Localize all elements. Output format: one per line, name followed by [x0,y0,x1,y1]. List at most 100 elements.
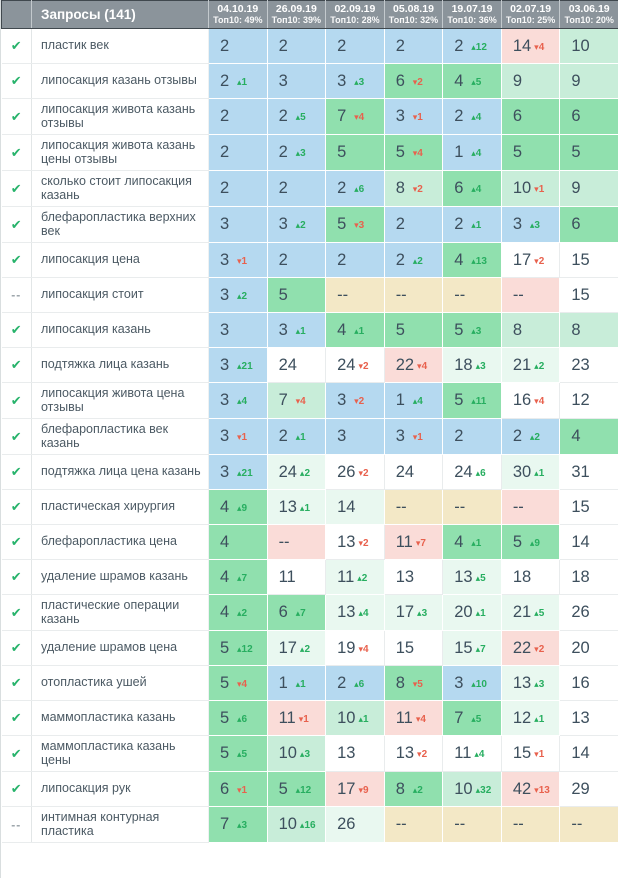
position-cell[interactable]: 2 ▴12 [442,28,502,64]
position-cell[interactable]: 5 ▴3 [442,312,502,348]
query-label[interactable]: липосакция живота цена отзывы [31,382,209,419]
position-cell[interactable]: -- [325,277,385,313]
position-cell[interactable]: 10 ▾1 [501,170,561,207]
position-cell[interactable]: -- [442,277,502,313]
position-cell[interactable]: 16 ▾4 [501,382,561,419]
position-cell[interactable]: 17 ▾2 [501,242,561,278]
query-label[interactable]: липосакция стоит [31,277,209,313]
position-cell[interactable]: 2 ▴2 [384,242,444,278]
position-cell[interactable]: -- [442,489,502,525]
position-cell[interactable]: -- [559,806,618,843]
query-label[interactable]: пластические операции казань [31,594,209,631]
position-cell[interactable]: 13 ▴1 [267,489,327,525]
position-cell[interactable]: 5 ▴6 [208,700,268,736]
query-label[interactable]: маммопластика казань [31,700,209,736]
position-cell[interactable]: 3 ▾2 [325,382,385,419]
query-label[interactable]: пластическая хирургия [31,489,209,525]
position-cell[interactable]: 4 ▴13 [442,242,502,278]
position-cell[interactable]: 13 ▴3 [501,665,561,701]
checkbox-column-header[interactable] [1,0,32,29]
position-cell[interactable]: 21 ▴2 [501,347,561,383]
position-cell[interactable]: 2 [267,242,327,278]
column-header-02.07.19[interactable]: 02.07.19 Топ10: 25% [501,0,561,29]
position-cell[interactable]: 5 ▴5 [208,735,268,772]
position-cell[interactable]: 8 [501,312,561,348]
query-label[interactable]: липосакция цена [31,242,209,278]
position-cell[interactable]: 3 ▾1 [384,98,444,135]
position-cell[interactable]: 6 ▾2 [384,63,444,99]
query-label[interactable]: сколько стоит липосакция казань [31,170,209,207]
paused-icon[interactable]: -- [11,817,22,832]
position-cell[interactable]: 7 ▾4 [325,98,385,135]
column-header-26.09.19[interactable]: 26.09.19 Топ10: 39% [267,0,327,29]
query-label[interactable]: блефаропластика верхних век [31,206,209,243]
position-cell[interactable]: 3 [267,63,327,99]
position-cell[interactable]: 15 [559,489,618,525]
checked-icon[interactable]: ✔ [10,534,22,549]
checked-icon[interactable]: ✔ [10,710,22,725]
position-cell[interactable]: 7 ▴3 [208,806,268,843]
query-label[interactable]: отопластика ушей [31,665,209,701]
query-label[interactable]: удаление шрамов цена [31,630,209,666]
position-cell[interactable]: 5 ▴11 [442,382,502,419]
column-header-02.09.19[interactable]: 02.09.19 Топ10: 28% [325,0,385,29]
position-cell[interactable]: -- [267,524,327,560]
checked-icon[interactable]: ✔ [10,781,22,796]
checked-icon[interactable]: ✔ [10,499,22,514]
column-header-04.10.19[interactable]: 04.10.19 Топ10: 49% [208,0,268,29]
position-cell[interactable]: 4 ▴1 [325,312,385,348]
query-label[interactable]: липосакция рук [31,771,209,807]
query-label[interactable]: блефаропластика цена [31,524,209,560]
position-cell[interactable]: 2 ▴1 [267,418,327,455]
position-cell[interactable]: 11 ▾7 [384,524,444,560]
position-cell[interactable]: 1 ▴4 [442,134,502,171]
position-cell[interactable]: 3 ▴3 [325,63,385,99]
position-cell[interactable]: 13 ▾2 [325,524,385,560]
position-cell[interactable]: 2 [208,98,268,135]
position-cell[interactable]: -- [501,277,561,313]
position-cell[interactable]: 10 ▴3 [267,735,327,772]
position-cell[interactable]: 24 [267,347,327,383]
position-cell[interactable]: 5 [559,134,618,171]
position-cell[interactable]: 2 [384,28,444,64]
position-cell[interactable]: 2 ▴4 [442,98,502,135]
position-cell[interactable]: 11 [267,559,327,595]
checked-icon[interactable]: ✔ [10,745,22,761]
queries-column-header[interactable]: Запросы (141) [31,0,209,29]
position-cell[interactable]: 3 ▴21 [208,454,268,490]
position-cell[interactable]: 2 [208,134,268,171]
position-cell[interactable]: 24 [384,454,444,490]
position-cell[interactable]: 21 ▴5 [501,594,561,631]
position-cell[interactable]: 23 [559,347,618,383]
column-header-03.06.19[interactable]: 03.06.19 Топ10: 20% [559,0,618,29]
position-cell[interactable]: 6 [559,206,618,243]
position-cell[interactable]: 3 ▴21 [208,347,268,383]
query-label[interactable]: липосакция живота казань цены отзывы [31,134,209,171]
position-cell[interactable]: 13 [325,735,385,772]
position-cell[interactable]: 14 [559,735,618,772]
position-cell[interactable]: 13 ▴4 [325,594,385,631]
position-cell[interactable]: 5 [501,134,561,171]
position-cell[interactable]: 8 [559,312,618,348]
position-cell[interactable]: -- [501,489,561,525]
position-cell[interactable]: -- [501,806,561,843]
position-cell[interactable]: 24 ▾2 [325,347,385,383]
position-cell[interactable]: 5 ▾3 [325,206,385,243]
checked-icon[interactable]: ✔ [10,640,22,655]
position-cell[interactable]: 3 ▴10 [442,665,502,701]
position-cell[interactable]: 2 [267,170,327,207]
position-cell[interactable]: 42 ▾13 [501,771,561,807]
position-cell[interactable]: 2 [384,206,444,243]
position-cell[interactable]: 3 ▾1 [384,418,444,455]
position-cell[interactable]: 22 ▾2 [501,630,561,666]
position-cell[interactable]: 2 ▴6 [325,665,385,701]
position-cell[interactable]: 5 [384,312,444,348]
position-cell[interactable]: 6 ▴4 [442,170,502,207]
position-cell[interactable]: 3 ▴2 [208,277,268,313]
position-cell[interactable]: 20 ▴1 [442,594,502,631]
query-label[interactable]: маммопластика казань цены [31,735,209,772]
position-cell[interactable]: 7 ▴5 [442,700,502,736]
position-cell[interactable]: 26 [325,806,385,843]
position-cell[interactable]: 29 [559,771,618,807]
position-cell[interactable]: 15 [559,277,618,313]
